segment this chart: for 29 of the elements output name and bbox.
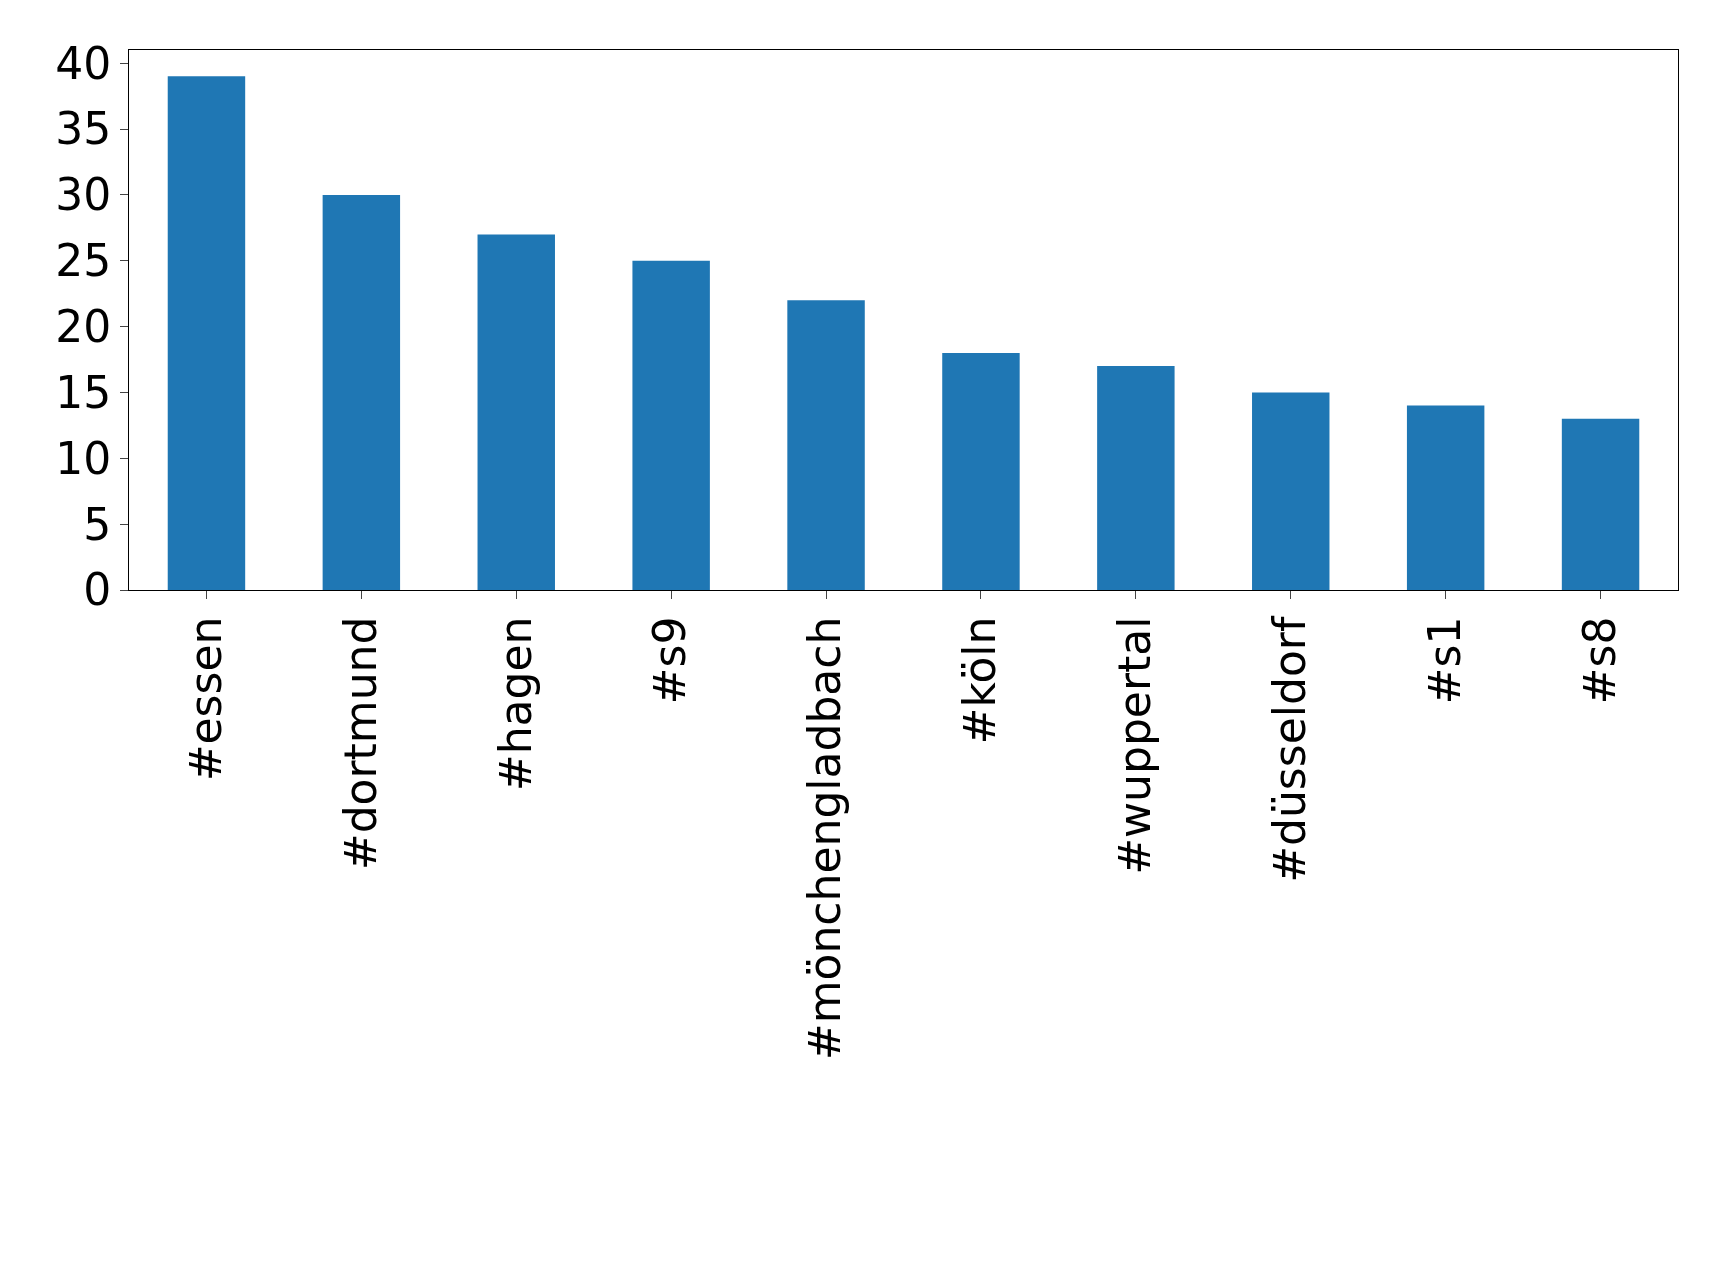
x-tick-label: #wuppertal [1109, 616, 1161, 875]
bar [1097, 366, 1175, 590]
y-tick-label: 5 [83, 498, 112, 550]
bar [1561, 418, 1640, 590]
bar [787, 300, 865, 590]
y-tick-label: 35 [55, 103, 112, 155]
x-tick-label: #dortmund [334, 616, 386, 871]
x-tick-label: #düsseldorf [1264, 615, 1316, 883]
x-tick-label: #köln [954, 616, 1006, 745]
y-tick-label: 30 [55, 169, 112, 221]
y-tick-label: 40 [55, 37, 112, 89]
y-tick-label: 25 [55, 235, 112, 287]
bar [1406, 405, 1485, 590]
x-tick-label: #mönchengladbach [799, 616, 851, 1061]
x-tick-label: #essen [179, 616, 231, 782]
y-tick-label: 0 [83, 564, 112, 616]
bar [322, 194, 401, 590]
x-tick-label: #s9 [644, 616, 696, 705]
bar [1252, 392, 1330, 590]
bar [942, 352, 1020, 590]
bar [167, 76, 246, 590]
x-tick-label: #s1 [1418, 616, 1470, 705]
bar [632, 260, 710, 590]
y-tick-label: 10 [55, 432, 112, 484]
x-tick-label: #hagen [489, 616, 541, 792]
y-tick-label: 20 [55, 300, 112, 352]
bar [477, 234, 555, 590]
y-tick-label: 15 [55, 366, 112, 418]
x-tick-label: #s8 [1573, 616, 1625, 705]
